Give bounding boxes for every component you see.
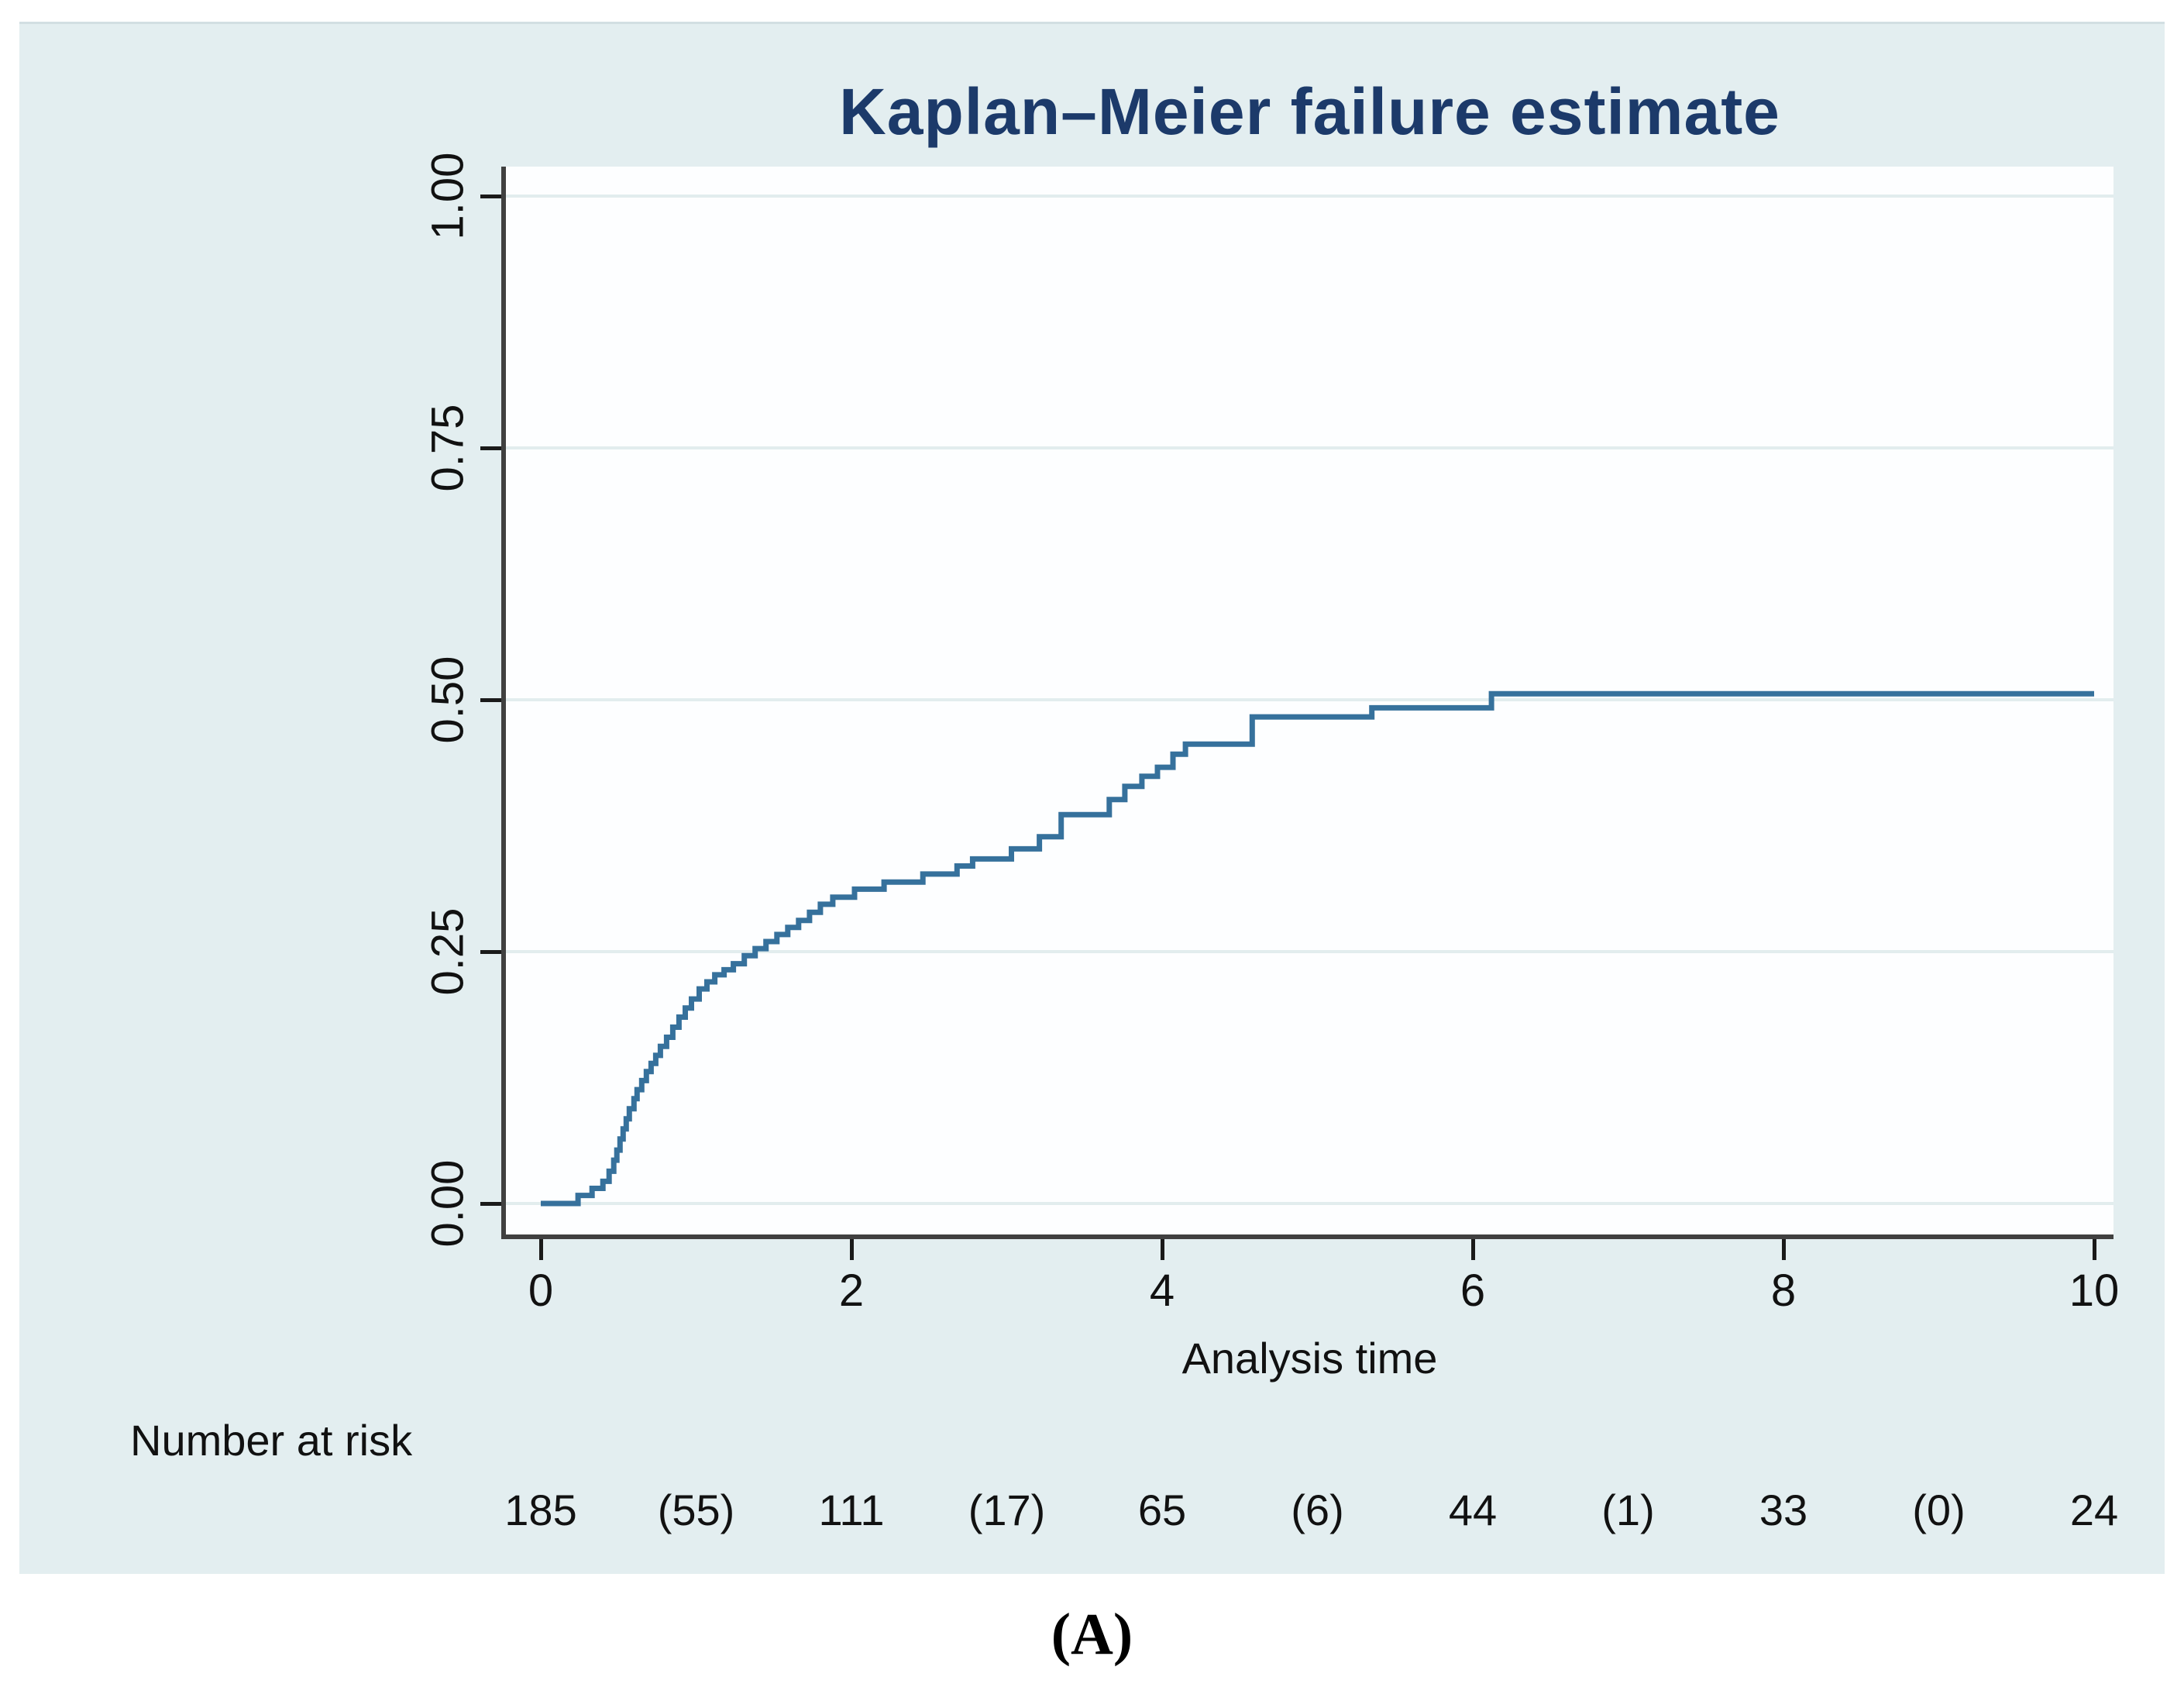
y-tick-label: 0.00 [422,1159,473,1248]
y-tick [480,446,501,450]
risk-count: 33 [1759,1486,1808,1534]
x-tick [539,1239,543,1260]
plot-canvas [506,195,2113,1207]
chart-title: Kaplan–Meier failure estimate [839,75,1780,148]
x-tick [1471,1239,1475,1260]
x-tick-label: 8 [1770,1265,1797,1316]
risk-count: 44 [1448,1486,1498,1534]
x-tick-label: 4 [1149,1265,1175,1316]
number-at-risk-label: Number at risk [130,1416,413,1465]
risk-count: (55) [657,1486,735,1534]
km-failure-curve [541,690,2094,1207]
risk-count: 185 [504,1486,577,1534]
risk-count: (1) [1601,1486,1655,1534]
y-tick-label: 0.75 [422,404,473,492]
y-tick-label: 0.50 [422,656,473,744]
y-tick [480,1202,501,1206]
x-tick-label: 10 [2069,1265,2120,1316]
x-tick-label: 6 [1460,1265,1486,1316]
y-tick [480,950,501,954]
risk-count: 65 [1137,1486,1187,1534]
y-tick-label: 0.25 [422,907,473,996]
plot-area [501,167,2113,1239]
risk-count: 24 [2069,1486,2119,1534]
y-tick [480,195,501,198]
risk-count: (0) [1912,1486,1966,1534]
x-tick-label: 2 [838,1265,865,1316]
x-tick [1782,1239,1786,1260]
x-tick [1161,1239,1164,1260]
y-tick [480,698,501,702]
risk-count: (17) [968,1486,1046,1534]
risk-count: (6) [1291,1486,1344,1534]
y-tick-label: 1.00 [422,152,473,240]
x-tick [2093,1239,2096,1260]
x-tick [850,1239,854,1260]
risk-count: 111 [818,1486,885,1534]
panel-caption: (A) [1051,1602,1133,1667]
x-tick-label: 0 [528,1265,554,1316]
x-axis-title: Analysis time [1181,1334,1438,1382]
